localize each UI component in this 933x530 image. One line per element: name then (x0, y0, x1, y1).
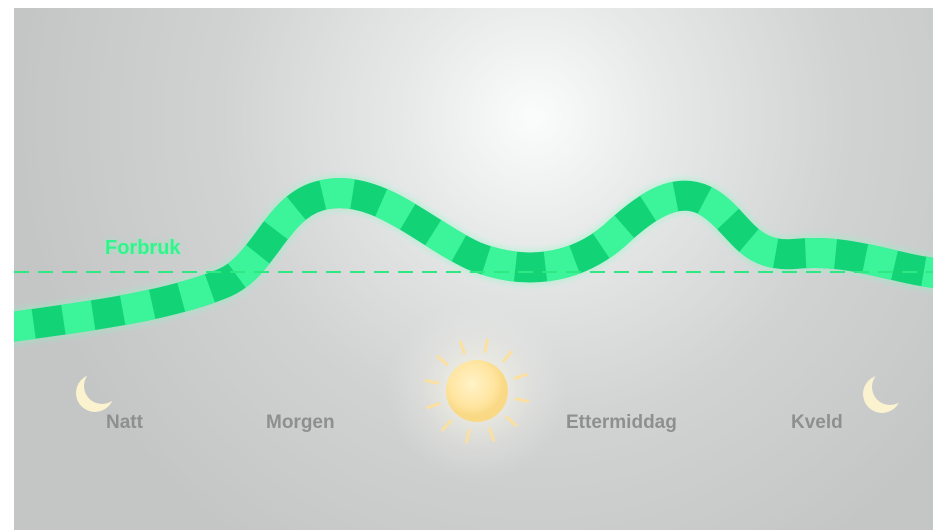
moon-icon (863, 375, 901, 413)
consumption-label: Forbruk (105, 237, 181, 259)
time-label-afternoon: Ettermiddag (566, 412, 677, 433)
sun-ray (483, 338, 489, 354)
time-label-morning: Morgen (266, 412, 335, 433)
illustration-frame (14, 8, 933, 530)
sun-icon (387, 301, 567, 481)
sun-ray (436, 355, 449, 367)
sun-ray (424, 379, 440, 385)
sun-ray (513, 372, 528, 380)
time-label-evening: Kveld (791, 412, 843, 433)
sun-ray (426, 402, 441, 410)
time-label-night: Natt (106, 412, 143, 433)
sun-ray (501, 350, 513, 363)
sun-ray (465, 428, 471, 444)
sun-ray (458, 340, 466, 355)
consumption-curve (14, 175, 933, 345)
sun-ray (505, 415, 518, 427)
moon-icon (76, 374, 114, 412)
sun-ray (441, 419, 453, 432)
sun-ray (488, 427, 496, 442)
energy-usage-scene (14, 8, 933, 530)
sun-ray (514, 397, 530, 403)
